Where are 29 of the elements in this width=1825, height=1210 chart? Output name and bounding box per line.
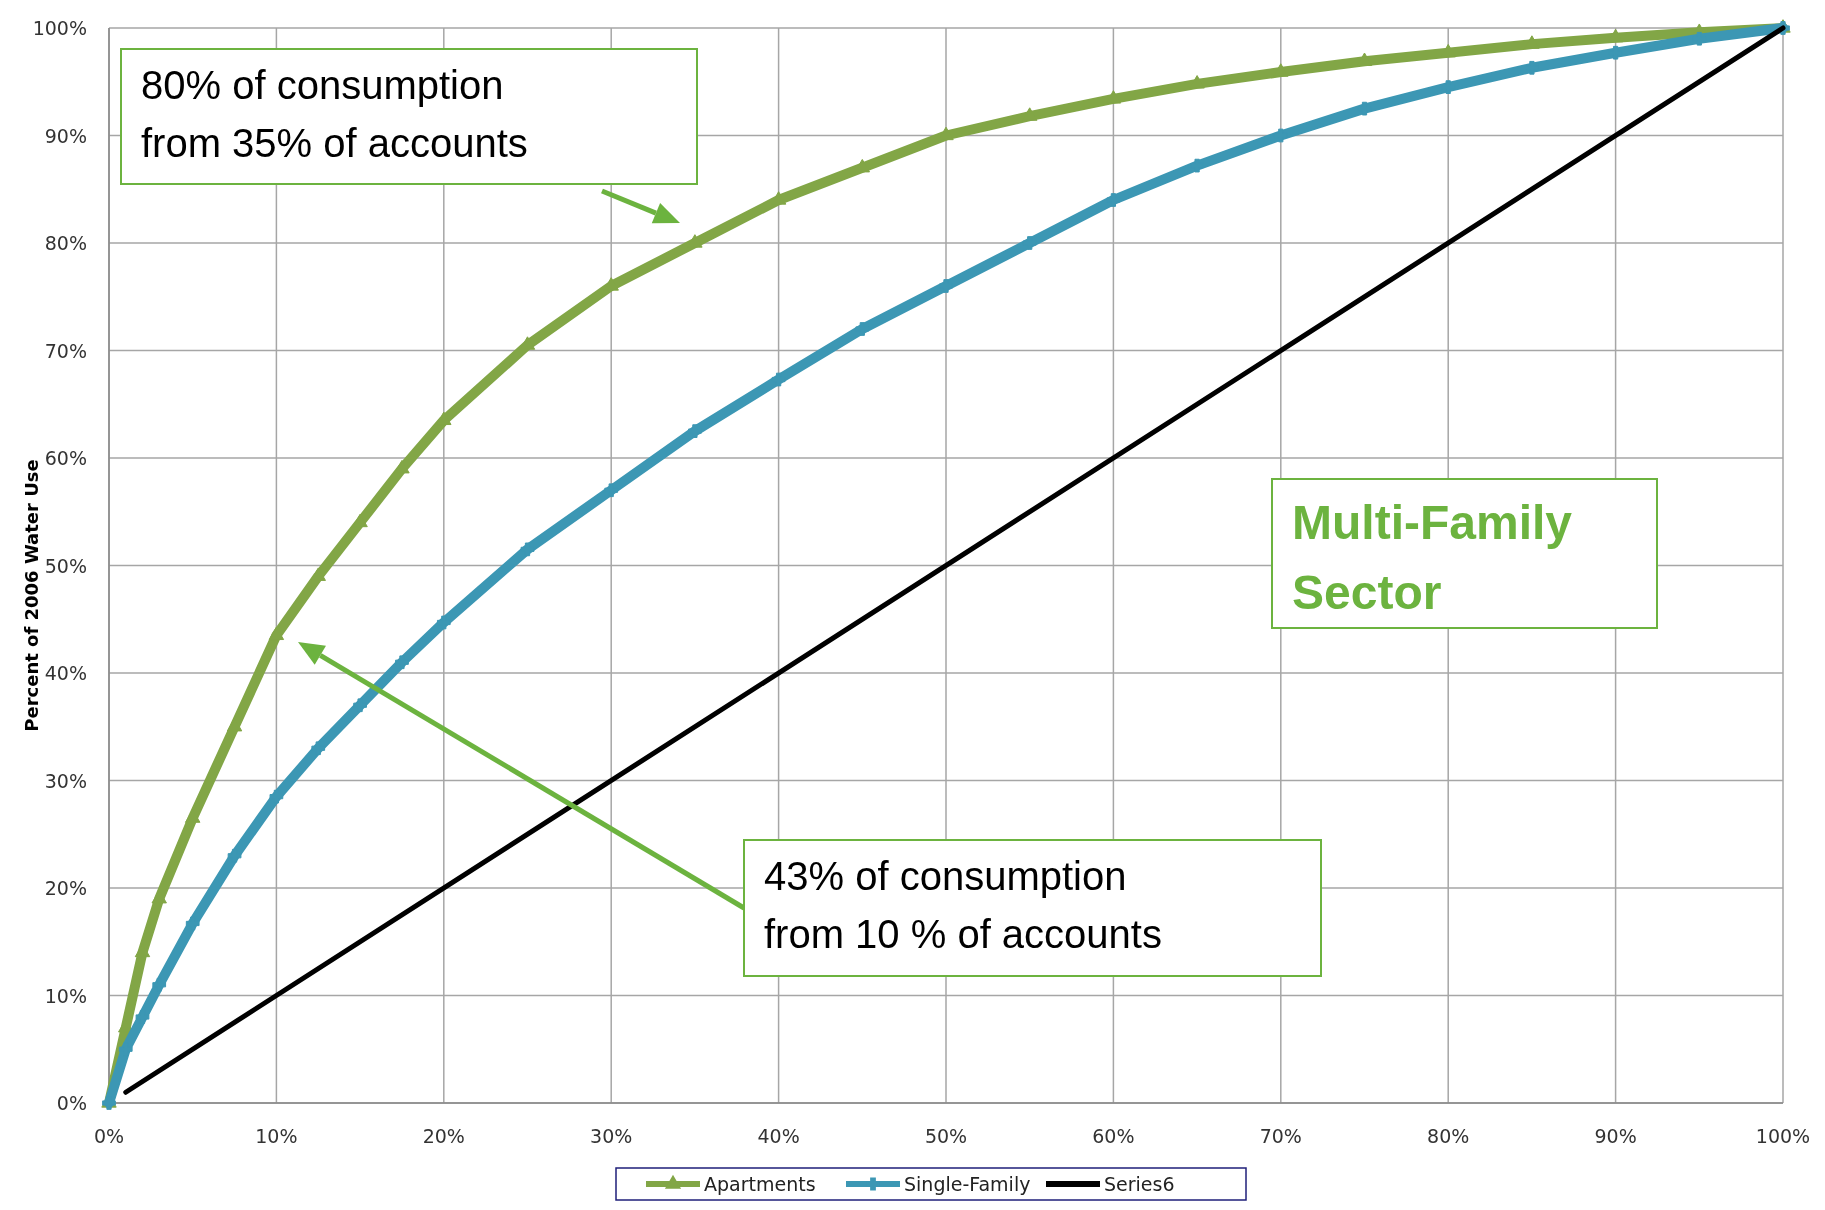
y-tick-label: 70% xyxy=(44,339,87,362)
x-tick-label: 40% xyxy=(757,1125,800,1147)
x-tick-label: 10% xyxy=(255,1125,298,1147)
x-tick-label: 90% xyxy=(1594,1125,1637,1147)
x-tick-label: 0% xyxy=(93,1125,125,1147)
y-tick-label: 30% xyxy=(44,769,87,792)
x-tick-label: 100% xyxy=(1755,1125,1811,1147)
y-tick-label: 60% xyxy=(44,447,87,469)
x-tick-label: 20% xyxy=(422,1125,465,1147)
y-tick-label: 20% xyxy=(44,877,87,899)
y-tick-label: 40% xyxy=(44,662,87,684)
y-tick-label: 50% xyxy=(44,554,87,577)
y-axis-title: Percent of 2006 Water Use xyxy=(21,459,42,732)
legend-label: Apartments xyxy=(704,1173,816,1195)
y-tick-label: 0% xyxy=(56,1092,87,1114)
annotation: 43% of consumption from 10 % of accounts xyxy=(764,854,1162,956)
legend-label: Series6 xyxy=(1104,1173,1175,1195)
x-tick-label: 60% xyxy=(1092,1125,1135,1147)
annotation: Multi-Family Sector xyxy=(1292,496,1573,619)
legend-label: Single-Family xyxy=(904,1173,1031,1195)
y-tick-label: 100% xyxy=(32,17,87,39)
x-tick-label: 50% xyxy=(924,1125,968,1147)
annotation: 80% of consumption from 35% of accounts xyxy=(141,63,528,165)
x-tick-label: 70% xyxy=(1259,1125,1302,1147)
x-tick-label: 80% xyxy=(1427,1125,1470,1147)
y-tick-label: 90% xyxy=(44,124,87,147)
y-tick-label: 10% xyxy=(44,984,87,1007)
y-tick-label: 80% xyxy=(44,232,87,254)
x-tick-label: 30% xyxy=(590,1125,633,1147)
